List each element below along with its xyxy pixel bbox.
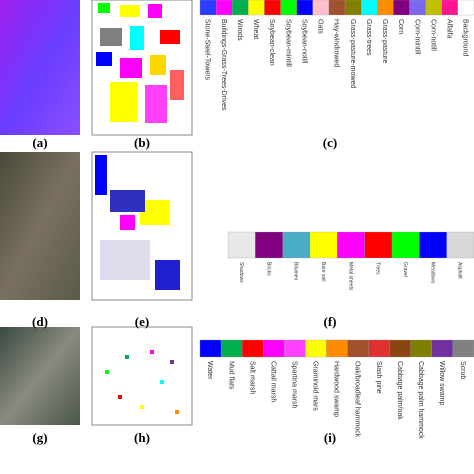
legend-swatch [232, 0, 249, 16]
legend-swatch [441, 0, 459, 16]
legend-swatch [344, 0, 362, 16]
panel-caption: (f) [324, 314, 337, 329]
panel-caption: (c) [323, 135, 337, 150]
legend-label: Willow swamp [438, 361, 445, 405]
legend-label: Grass-pasture [381, 19, 388, 63]
legend-swatch [389, 339, 411, 358]
legend-swatch [425, 0, 442, 16]
legend-swatch [361, 0, 378, 16]
legend-swatch [296, 0, 313, 16]
legend-swatch [312, 0, 330, 16]
legend-swatch [199, 339, 222, 358]
legend-swatch [242, 339, 264, 358]
panel-caption: (b) [134, 135, 150, 150]
legend-label: Cabbage palm hammock [417, 361, 424, 439]
panel-caption: (a) [32, 135, 47, 150]
panel-caption: (h) [134, 430, 150, 445]
legend-label: Alfalfa [445, 19, 452, 39]
panel-caption: (i) [324, 430, 336, 445]
legend-swatch [326, 339, 348, 358]
panel-caption: (e) [135, 314, 149, 329]
legend-swatch [410, 339, 432, 358]
legend-label: Background [462, 19, 469, 56]
legend-label: Cabbage palm/oak [396, 361, 403, 420]
legend-swatch [347, 339, 369, 358]
legend-swatch [393, 0, 410, 16]
legend-label: Soybean-mintill [284, 19, 291, 67]
legend-label: Bricks [265, 262, 271, 276]
legend-label: Asphalt [457, 262, 463, 279]
legend-swatch [368, 339, 390, 358]
legend-label: Shadows [238, 262, 244, 283]
false-color-image [0, 327, 80, 425]
legend-label: Hardwood swamp [333, 361, 340, 417]
legend-swatch [409, 0, 426, 16]
legend-label: Corn [397, 19, 404, 34]
legend-swatch [280, 0, 297, 16]
legend-swatch [282, 231, 311, 259]
legend-label: Salt marsh [248, 361, 255, 395]
legend-label: Corn-mintill [413, 19, 420, 55]
legend-swatch [220, 339, 243, 358]
legend-label: Spartina marsh [291, 361, 298, 409]
ground-truth-regions [105, 350, 179, 414]
legend-label: Graminoid mars [312, 361, 319, 411]
legend-label: Soybean-clean [268, 19, 275, 66]
legend-label: Cattail marsh [269, 361, 276, 402]
legend-label: Water [206, 361, 213, 380]
legend-label: Oats [317, 19, 324, 34]
legend-swatch [264, 0, 281, 16]
legend-label: Gravel [402, 262, 408, 277]
legend-swatch [328, 0, 346, 16]
legend-label: Meadows [429, 262, 435, 284]
legend-label: Soybean-notill [300, 19, 307, 64]
legend-label: Stone-Steel-Towers [204, 19, 211, 81]
legend-swatch [337, 231, 365, 259]
legend-label: Oak/broadleaf hammock [354, 361, 361, 438]
legend-label: Bare soil [320, 262, 326, 281]
legend-label: Bitumen [293, 262, 299, 281]
ground-truth-regions [95, 155, 180, 290]
panel-caption: (d) [32, 314, 48, 329]
legend-label: Buildings-Grass-Trees-Drives [220, 19, 227, 111]
legend-label: Grass-pasture-mowed [349, 19, 356, 88]
legend-swatch [364, 231, 393, 259]
legend-swatch [419, 231, 447, 259]
legend-label: Metal sheets [347, 262, 353, 291]
legend-label: Trees [375, 262, 381, 275]
legend-label: Scrub [459, 361, 466, 379]
legend-label: Slash pine [375, 361, 382, 394]
legend-swatch [391, 231, 420, 259]
panel-caption: (g) [32, 430, 47, 445]
legend-label: Mud flats [227, 361, 234, 390]
legend-swatch [452, 339, 474, 358]
legend-label: Grass-trees [365, 19, 372, 56]
legend-swatch [431, 339, 454, 358]
legend-label: Corn-notill [429, 19, 436, 51]
ground-truth-regions [96, 3, 184, 123]
legend-swatch [309, 231, 338, 259]
legend-swatch [457, 0, 474, 16]
legend-swatch [199, 0, 217, 16]
false-color-image [0, 0, 80, 135]
legend-swatch [255, 231, 283, 259]
legend-swatch [227, 231, 256, 259]
legend-label: Wheat [252, 19, 259, 39]
legend-swatch [446, 231, 474, 259]
legend-swatch [248, 0, 265, 16]
legend-swatch [305, 339, 327, 358]
legend-label: Hay-windrowed [333, 19, 340, 67]
false-color-image [0, 152, 80, 300]
legend-swatch [215, 0, 233, 16]
legend-swatch [284, 339, 306, 358]
legend-swatch [377, 0, 394, 16]
legend-label: Woods [236, 19, 243, 41]
legend-swatch [263, 339, 285, 358]
